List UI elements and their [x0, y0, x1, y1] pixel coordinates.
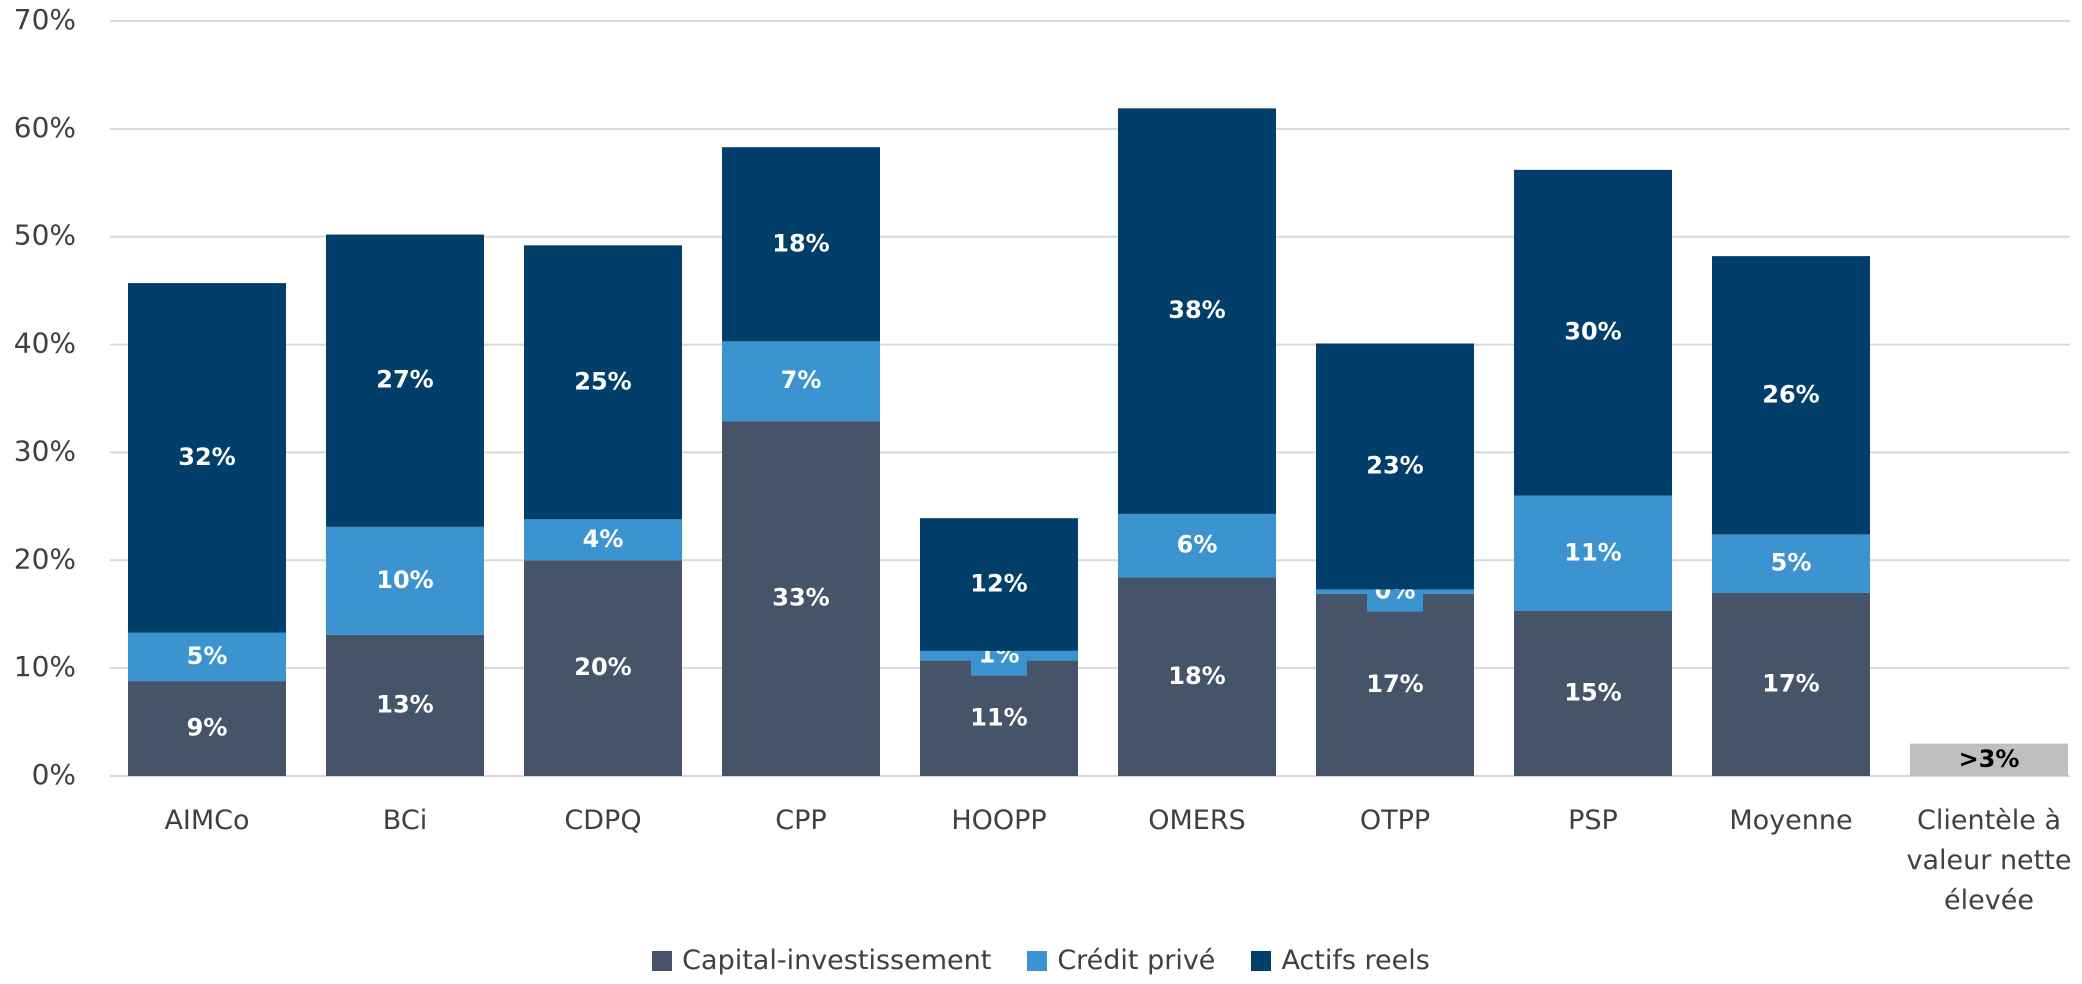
- legend-swatch: [1251, 950, 1272, 971]
- legend-label: Crédit privé: [1057, 945, 1216, 976]
- value-label: 27%: [376, 366, 433, 394]
- bar-segment: [1514, 610, 1672, 776]
- legend-label: Capital-investissement: [682, 945, 992, 976]
- value-label: 15%: [1564, 678, 1621, 706]
- bar-segment: [128, 283, 286, 633]
- x-tick-label: AIMCo: [164, 805, 250, 836]
- x-tick-label: CPP: [775, 805, 827, 836]
- x-tick-label: OTPP: [1359, 805, 1431, 836]
- x-tick-label: Moyenne: [1729, 805, 1853, 836]
- legend: Capital-investissement Crédit privé Actifs…: [0, 945, 2082, 976]
- bar-segment: [128, 632, 286, 682]
- x-tick-label: PSP: [1568, 805, 1618, 836]
- bar-segment: [722, 341, 880, 422]
- bar-segment: [128, 681, 286, 776]
- y-tick-label: 60%: [14, 111, 76, 144]
- legend-swatch: [1027, 950, 1048, 971]
- bar-segment: [1118, 108, 1276, 514]
- x-tick-label: HOOPP: [951, 805, 1047, 836]
- y-tick-label: 30%: [14, 434, 76, 467]
- y-tick-label: 40%: [14, 327, 76, 360]
- value-label: >3%: [1959, 745, 2020, 773]
- value-label: 25%: [574, 367, 631, 395]
- x-tick-label: BCi: [382, 805, 428, 836]
- value-label: 5%: [187, 642, 228, 670]
- value-label: 7%: [781, 366, 822, 394]
- x-tick-label: Clientèle à valeur nette élevée: [1906, 805, 2072, 916]
- legend-item: Capital-investissement: [652, 945, 991, 976]
- legend-swatch: [652, 950, 673, 971]
- bar-segment: [1712, 592, 1870, 776]
- legend-item: Crédit privé: [1027, 945, 1215, 976]
- bar-segment: [326, 634, 484, 776]
- bar-segment: [1316, 593, 1474, 776]
- value-label: 17%: [1366, 670, 1423, 698]
- value-label: 26%: [1762, 380, 1819, 408]
- value-label: 32%: [178, 443, 235, 471]
- value-label: 18%: [772, 229, 829, 257]
- bar-segment: [524, 519, 682, 561]
- value-label: 33%: [772, 584, 829, 612]
- x-tick-label: OMERS: [1148, 805, 1246, 836]
- bar-segment: [1712, 534, 1870, 593]
- legend-label: Actifs reels: [1281, 945, 1430, 976]
- bar-segment: [722, 421, 880, 776]
- bar-segment: [326, 526, 484, 635]
- bar-segment: [1910, 743, 2068, 776]
- value-label: 11%: [970, 703, 1027, 731]
- value-label: 13%: [376, 690, 433, 718]
- value-label: 6%: [1177, 531, 1218, 559]
- value-label: 10%: [376, 566, 433, 594]
- value-label: 9%: [187, 714, 228, 742]
- bar-segment: [524, 245, 682, 520]
- bar-segment: [920, 660, 1078, 776]
- value-label: 18%: [1168, 662, 1225, 690]
- bar-segment: [1118, 513, 1276, 578]
- value-label: 5%: [1771, 549, 1812, 577]
- bar-segment: [1514, 495, 1672, 611]
- bar-segment: [920, 518, 1078, 651]
- bar-segment: [722, 147, 880, 342]
- value-label: 20%: [574, 653, 631, 681]
- value-label: 4%: [583, 525, 624, 553]
- bar-segment: [524, 560, 682, 776]
- y-tick-label: 10%: [14, 650, 76, 683]
- value-label: 23%: [1366, 451, 1423, 479]
- y-tick-label: 70%: [14, 3, 76, 36]
- y-tick-label: 0%: [32, 758, 76, 791]
- value-label: 38%: [1168, 296, 1225, 324]
- value-label: 12%: [970, 570, 1027, 598]
- y-tick-label: 20%: [14, 542, 76, 575]
- bar-segment: [1514, 169, 1672, 496]
- value-label: 11%: [1564, 538, 1621, 566]
- value-label: 17%: [1762, 669, 1819, 697]
- x-tick-label: CDPQ: [564, 805, 642, 836]
- value-label: 30%: [1564, 318, 1621, 346]
- y-tick-label: 50%: [14, 219, 76, 252]
- bar-segment: [1118, 577, 1276, 776]
- bar-segment: [1316, 343, 1474, 590]
- legend-item: Actifs reels: [1251, 945, 1430, 976]
- bar-segment: [326, 234, 484, 527]
- bar-segment: [1712, 256, 1870, 535]
